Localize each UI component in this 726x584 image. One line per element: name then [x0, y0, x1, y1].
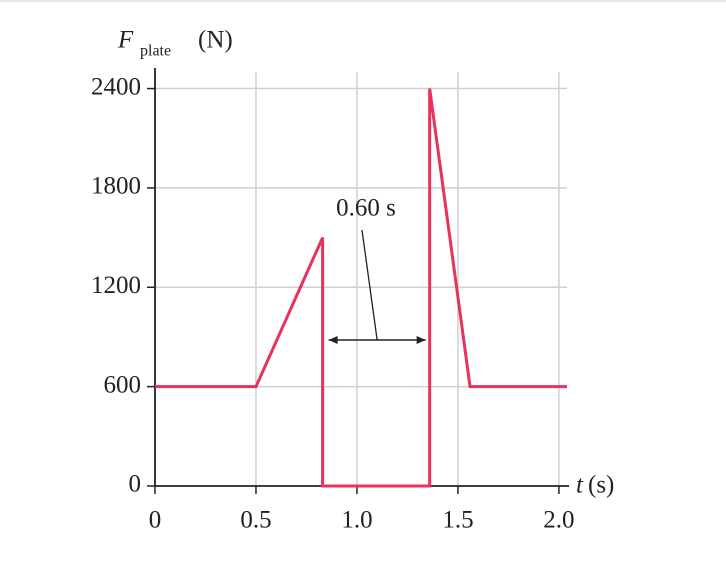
- annotation: 0.60 s: [336, 195, 396, 222]
- arrow-head: [416, 336, 426, 344]
- x-tick-label: 0: [149, 507, 162, 534]
- arrow-head: [328, 336, 338, 344]
- y-tick-label: 0: [129, 471, 142, 498]
- y-label: F: [117, 27, 134, 54]
- y-tick-label: 2400: [91, 73, 141, 100]
- x-tick-label: 1.5: [442, 507, 473, 534]
- y-label-sub: plate: [140, 43, 171, 60]
- y-label-unit: (N): [198, 27, 233, 54]
- y-tick-label: 1800: [91, 173, 141, 200]
- x-tick-label: 2.0: [543, 507, 574, 534]
- data-line: [155, 88, 567, 488]
- x-tick-label: 0.5: [240, 507, 271, 534]
- x-label: t: [576, 472, 584, 499]
- y-tick-label: 1200: [91, 272, 141, 299]
- x-label-unit: (s): [588, 472, 614, 499]
- x-tick-label: 1.0: [341, 507, 372, 534]
- annotation-leader: [361, 229, 378, 341]
- y-tick-label: 600: [104, 371, 142, 398]
